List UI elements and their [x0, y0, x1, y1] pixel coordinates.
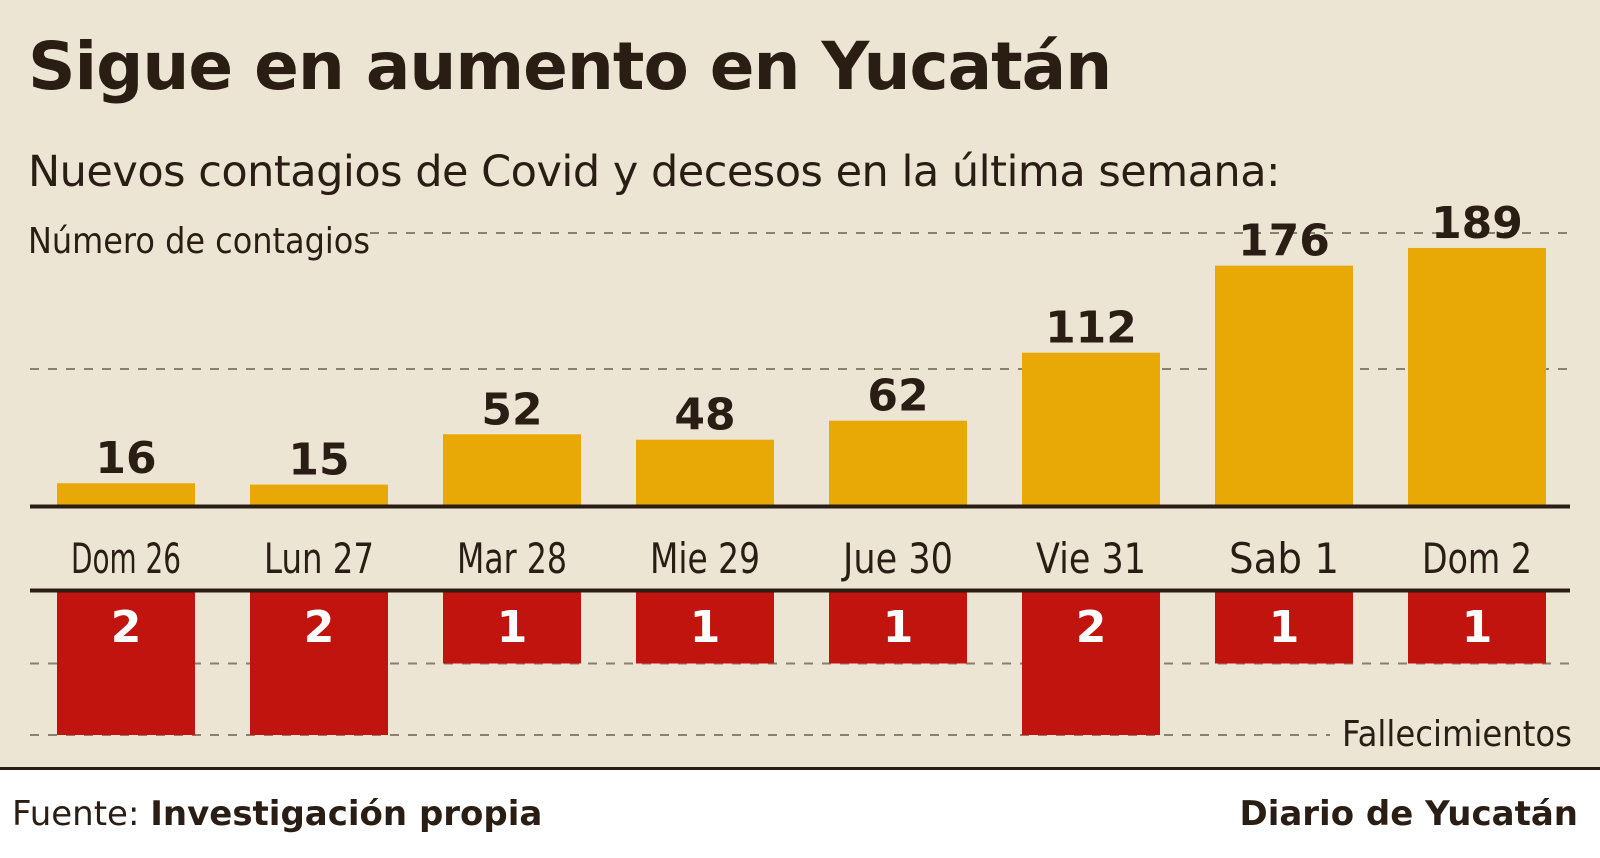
deaths-value-label-6: 2	[1076, 602, 1107, 653]
deaths-bar-3	[443, 592, 581, 664]
bar-chart: Número de contagios Fallecimientos 16 Dom 2…	[28, 198, 1572, 755]
deaths-value-label-4: 1	[690, 602, 721, 653]
category-label-1: Dom 26	[71, 534, 181, 583]
source-prefix: Fuente:	[12, 794, 140, 834]
deaths-value-label-8: 1	[1462, 602, 1493, 653]
deaths-bar-2	[250, 592, 388, 735]
cases-bar-5	[829, 420, 967, 505]
deaths-value-label-1: 2	[111, 602, 142, 653]
cases-bar-8	[1408, 247, 1546, 505]
source-name: Investigación propia	[150, 794, 543, 834]
deaths-value-label-5: 1	[883, 602, 914, 653]
category-label-3: Mar 28	[457, 534, 567, 583]
cases-value-label-7: 176	[1238, 216, 1330, 267]
category-label-8: Dom 2	[1422, 534, 1532, 583]
deaths-value-label-3: 1	[497, 602, 528, 653]
publisher-brand: Diario de Yucatán	[1239, 794, 1578, 834]
deaths-bar-1	[57, 592, 195, 735]
source-credit: Fuente: Investigación propia	[12, 794, 542, 834]
chart-panel: Sigue en aumento en Yucatán Nuevos conta…	[0, 0, 1600, 770]
category-label-7: Sab 1	[1229, 534, 1339, 583]
cases-bar-1	[57, 483, 195, 505]
footer: Fuente: Investigación propia Diario de Y…	[0, 772, 1600, 858]
chart-subtitle: Nuevos contagios de Covid y decesos en l…	[28, 147, 1281, 197]
cases-value-label-1: 16	[95, 433, 156, 484]
category-label-5: Jue 30	[840, 534, 953, 583]
category-label-6: Vie 31	[1036, 534, 1146, 583]
category-label-2: Lun 27	[264, 534, 374, 583]
cases-bar-2	[250, 484, 388, 505]
deaths-value-label-7: 1	[1269, 602, 1300, 653]
cases-value-label-4: 48	[674, 390, 735, 441]
cases-bar-7	[1215, 265, 1353, 505]
deaths-value-label-2: 2	[304, 602, 335, 653]
cases-bar-4	[636, 439, 774, 505]
deaths-bar-5	[829, 592, 967, 664]
cases-value-label-5: 62	[867, 371, 928, 422]
cases-value-label-2: 15	[288, 435, 349, 486]
cases-value-label-6: 112	[1045, 303, 1137, 354]
deaths-bar-8	[1408, 592, 1546, 664]
cases-value-label-3: 52	[481, 384, 542, 435]
cases-bar-3	[443, 434, 581, 505]
deaths-bar-4	[636, 592, 774, 664]
cases-bar-6	[1022, 352, 1160, 505]
deaths-bar-6	[1022, 592, 1160, 735]
chart-title: Sigue en aumento en Yucatán	[28, 28, 1112, 105]
cases-value-label-8: 189	[1431, 198, 1523, 249]
y-axis-label-cases: Número de contagios	[28, 221, 370, 262]
y-axis-label-deaths: Fallecimientos	[1342, 714, 1572, 755]
category-label-4: Mie 29	[650, 534, 760, 583]
deaths-bar-7	[1215, 592, 1353, 664]
